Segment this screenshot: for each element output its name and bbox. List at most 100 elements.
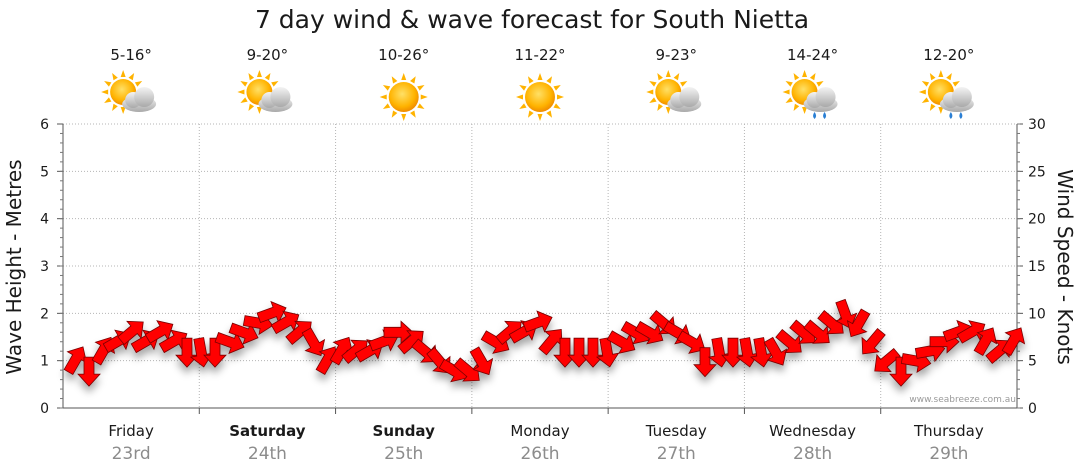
wind-arrow	[522, 310, 553, 333]
wind-arrow	[874, 347, 901, 373]
wind-arrow	[256, 300, 287, 324]
wind-arrow	[763, 336, 788, 366]
sun-disc	[525, 82, 555, 112]
wind-speed-axis: 0 5 10 15 20 25 30	[1017, 117, 1046, 417]
wave-height-tick-label: 5	[40, 164, 49, 180]
wind-arrow	[228, 322, 259, 345]
wind-arrow	[973, 327, 998, 357]
cloud-shape	[939, 87, 974, 112]
wind-speed-tick-label: 20	[1028, 212, 1046, 228]
wind-arrow	[861, 327, 886, 355]
wind-arrow	[775, 328, 802, 354]
wind-arrow	[595, 337, 620, 368]
wave-height-axis: 0 1 2 3 4 5 6	[40, 117, 63, 417]
wind-speed-tick-label: 5	[1028, 354, 1037, 370]
wind-arrow	[606, 330, 636, 354]
wind-arrow	[383, 320, 414, 345]
wave-height-tick-label: 0	[40, 401, 49, 417]
wind-arrow	[803, 319, 830, 344]
shower-icon	[918, 70, 974, 119]
rain-drops	[813, 112, 827, 119]
day-date-label: 27th	[657, 444, 696, 464]
sunny-icon	[516, 73, 564, 121]
wind-arrow	[175, 337, 199, 368]
wind-speed-tick-label: 30	[1028, 117, 1046, 133]
temperature-label: 9-20°	[247, 46, 289, 64]
wind-arrow	[1001, 327, 1026, 357]
cloud-shape	[803, 87, 838, 112]
wind-speed-tick-label: 10	[1028, 306, 1046, 322]
sun-rays	[516, 73, 564, 121]
wave-height-tick-label: 6	[40, 117, 49, 133]
wind-arrow	[721, 337, 745, 368]
wind-arrow	[189, 337, 214, 368]
sun-rays	[379, 73, 428, 121]
chart-grid	[62, 123, 1018, 409]
wind-arrow	[567, 337, 591, 368]
wind-speed-tick-label: 0	[1028, 401, 1037, 417]
shower-icon	[782, 70, 838, 119]
wind-arrow	[214, 331, 245, 355]
weather-row: 5-16° 9-20° 10-26° 11-22° 9-23° 14-24° 12-20°	[101, 46, 974, 121]
rain-drops	[949, 112, 963, 119]
chart-title: 7 day wind & wave forecast for South Nie…	[255, 5, 809, 34]
sunny-icon	[379, 73, 428, 121]
day-date-label: 28th	[793, 444, 832, 464]
day-date-label: 26th	[520, 444, 559, 464]
wind-arrow	[835, 298, 858, 329]
wind-arrow	[634, 320, 664, 345]
wave-height-tick-label: 3	[40, 259, 49, 275]
sun-disc	[388, 82, 419, 112]
wind-arrow	[538, 328, 563, 356]
credit-text: www.seabreeze.com.au	[909, 395, 1016, 405]
wave-height-axis-title: Wave Height - Metres	[2, 159, 26, 374]
day-name-label: Thursday	[913, 422, 984, 440]
wave-height-tick-label: 1	[40, 354, 49, 370]
temperature-label: 11-22°	[514, 46, 565, 64]
wind-arrow	[144, 320, 174, 344]
partly-cloudy-icon	[101, 70, 157, 114]
wind-speed-tick-label: 25	[1028, 164, 1046, 180]
wind-arrow	[735, 337, 760, 368]
day-date-label: 25th	[384, 444, 423, 464]
wind-arrow	[749, 337, 774, 368]
wave-height-tick-label: 2	[40, 306, 49, 322]
temperature-label: 9-23°	[656, 46, 698, 64]
day-date-label: 23rd	[112, 444, 151, 464]
wind-arrow	[707, 337, 732, 368]
wind-arrow	[301, 327, 326, 357]
day-name-label: Monday	[510, 422, 569, 440]
sun-rays	[101, 70, 146, 114]
wind-arrow	[453, 357, 480, 382]
day-axis: Friday 23rd Saturday 24th Sunday 25th Monday 26…	[108, 408, 984, 464]
cloud-shape	[122, 87, 157, 112]
wind-speed-axis-title: Wind Speed - Knots	[1053, 169, 1077, 365]
wind-arrow	[676, 330, 706, 354]
wind-arrow	[203, 337, 227, 368]
temperature-label: 5-16°	[110, 46, 152, 64]
wind-arrow	[581, 337, 605, 368]
wind-arrows	[63, 298, 1026, 387]
wind-arrow	[63, 346, 88, 376]
day-name-label: Wednesday	[769, 422, 856, 440]
wind-speed-tick-label: 15	[1028, 259, 1046, 275]
day-date-label: 24th	[248, 444, 287, 464]
day-name-label: Sunday	[373, 422, 436, 440]
wave-height-tick-label: 4	[40, 212, 49, 228]
temperature-label: 10-26°	[378, 46, 429, 64]
wind-arrow	[397, 330, 424, 355]
day-name-label: Tuesday	[645, 422, 707, 440]
wind-arrow	[889, 356, 913, 387]
day-name-label: Friday	[108, 422, 154, 440]
cloud-shape	[667, 87, 702, 112]
day-name-label: Saturday	[229, 422, 306, 440]
partly-cloudy-icon	[646, 70, 702, 114]
wind-arrow	[469, 346, 494, 376]
partly-cloudy-icon	[237, 70, 293, 114]
wind-arrow	[77, 356, 101, 387]
cloud-shape	[258, 87, 293, 112]
temperature-label: 12-20°	[923, 46, 974, 64]
temperature-label: 14-24°	[787, 46, 838, 64]
wind-arrow	[329, 336, 354, 366]
